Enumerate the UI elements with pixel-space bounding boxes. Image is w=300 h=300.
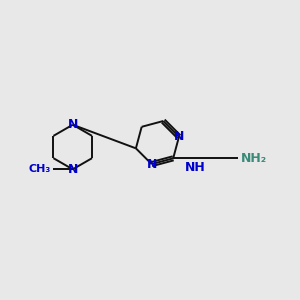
Text: NH: NH: [185, 161, 206, 174]
Text: N: N: [68, 118, 78, 131]
Text: N: N: [174, 130, 184, 143]
Text: CH₃: CH₃: [29, 164, 51, 174]
Text: NH₂: NH₂: [241, 152, 267, 165]
Text: N: N: [146, 158, 157, 171]
Text: N: N: [68, 163, 78, 176]
